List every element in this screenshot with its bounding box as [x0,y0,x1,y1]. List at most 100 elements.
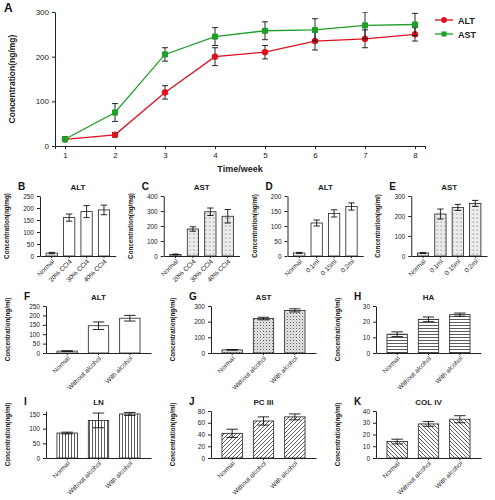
error-bar [61,432,72,434]
y-axis-title: Concentration(ng/ml) [334,298,342,362]
tick-mark [285,226,288,227]
tick-mark [98,353,99,355]
tick: 250 [29,303,46,310]
tick-label: 300 [36,8,50,17]
chart-title: ALT [70,183,85,192]
tick-mark [51,256,52,258]
tick-mark [373,306,376,307]
x-axis: Normal20% CCl430% CCl440% CCl4 [159,256,240,283]
tick: 0 [30,253,40,260]
tick-label: 10 [363,334,371,341]
tick: 40% CCl4 [82,256,108,283]
error-bar [112,104,118,122]
axis-line [164,256,240,257]
tick-mark [43,414,46,415]
axis-line [288,197,289,257]
tick: Without alcohol [396,353,433,391]
tick-label: 300 [394,193,405,200]
tick-mark [129,458,130,460]
error-bar [207,208,213,216]
panel-label: H [354,291,361,302]
tick-mark [408,256,411,257]
tick-label: 2 [113,151,118,160]
tick-mark [285,241,288,242]
error-bar [124,315,135,321]
y-axis: 0100200300 [394,193,411,260]
bar [98,210,109,256]
tick: 7 [363,146,368,160]
marks [57,412,140,458]
plot: NormalWithout alcoholWith alcoholLN05010… [4,398,152,496]
error-bar [391,332,402,337]
tick: Without alcohol [66,353,103,391]
y-axis: 050100150 [29,411,46,462]
error-bar [66,214,72,221]
axis-line [376,412,377,459]
tick-mark [37,196,40,197]
error-bar [162,48,168,61]
tick-label: 50 [33,440,41,447]
tick: 2 [113,146,118,160]
tick: With alcohol [434,458,464,490]
tick-label: 200 [394,213,405,220]
x-axis: 12345678 [56,146,426,160]
tick-mark [208,306,211,307]
tick-label: With alcohol [269,459,299,489]
marks [170,208,234,256]
error-bar [101,205,107,215]
tick-mark [161,241,164,242]
tick-label: 200 [271,193,282,200]
marker [162,52,167,57]
tick-label: 0 [201,455,205,462]
axis-line [212,458,317,459]
axis-line [46,307,47,354]
tick-mark [215,146,216,149]
error-bar [454,416,465,423]
bar [187,229,198,256]
tick-mark [161,211,164,212]
tick: 200 [394,213,411,220]
axis-line [41,256,117,257]
tick: 250 [23,193,40,200]
tick-label: 250 [23,193,34,200]
y-axis-title: Concentration(ng/ml) [169,298,177,362]
tick-label: 40% CCl4 [206,257,232,283]
tick-mark [457,256,458,258]
tick: 0 [36,455,46,462]
tick: 0.2ml [463,256,480,274]
tick: Without alcohol [231,353,268,391]
marker [412,22,417,27]
axis-line [377,353,482,354]
tick-mark [440,256,441,258]
tick: 150 [23,217,40,224]
tick-label: 0.2ml [339,257,356,274]
marker [212,34,217,39]
marks [222,309,305,353]
tick-label: Normal [283,257,303,277]
tick-mark [52,12,55,13]
error-bar [62,137,68,141]
tick-mark [52,101,55,102]
plot: NormalWithout alcoholWith alcoholCOL IV0… [334,398,482,496]
tick: 200 [23,205,40,212]
tick: 20 [363,431,376,438]
bar [450,315,470,353]
tick-mark [43,325,46,326]
error-bar [190,227,196,232]
tick-label: 0.15ml [443,257,462,276]
tick-mark [208,435,211,436]
tick: 100 [271,223,288,230]
figure-svg: 12345678Time/weekALTAST0100200300Concent… [0,0,495,500]
y-axis: 0100200300400 [147,193,164,260]
tick: Normal [51,458,71,479]
error-bar [289,309,300,312]
y-axis: 020406080 [198,408,212,462]
tick: 0.15ml [319,256,338,276]
tick-mark [285,256,288,257]
tick: 200 [147,223,164,230]
error-bar [262,22,268,40]
tick-mark [208,322,211,323]
tick-label: 0 [36,455,40,462]
tick-label: 50 [274,238,282,245]
tick-mark [334,256,335,258]
